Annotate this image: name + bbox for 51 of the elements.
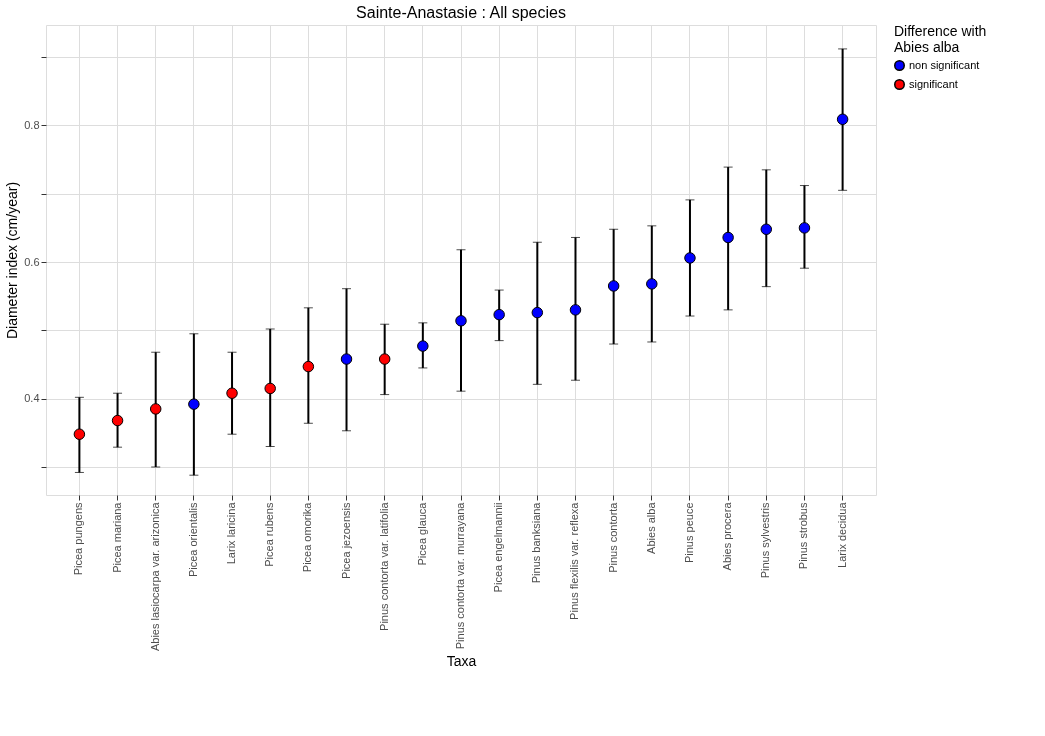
point	[340, 353, 353, 365]
x-tick-label: Picea orientalis	[186, 502, 199, 578]
x-tick-label: Picea engelmannii	[492, 502, 505, 593]
x-tick-label: Pinus peuce	[682, 502, 695, 564]
point	[417, 340, 429, 352]
x-axis-title: Taxa	[446, 653, 477, 670]
point	[264, 382, 276, 395]
chart-title: Sainte-Anastasie : All species	[356, 4, 566, 21]
point	[760, 223, 773, 235]
point	[836, 113, 849, 126]
point	[226, 387, 238, 399]
x-tick-label: Pinus contorta var. latifolia	[377, 501, 390, 631]
x-tick-label: Pinus sylvestris	[759, 502, 772, 579]
point	[73, 428, 86, 440]
point	[493, 308, 505, 321]
x-tick-label: Pinus banksiana	[530, 501, 543, 584]
x-tick-label: Pinus strobus	[797, 502, 810, 570]
x-tick-label: Pinus contorta	[606, 501, 619, 573]
y-axis-title: Diameter index (cm/year)	[4, 181, 21, 340]
x-tick-label: Abies lasiocarpa var. arizonica	[148, 501, 161, 652]
point	[188, 398, 200, 410]
x-tick-label: Abies alba	[644, 501, 657, 554]
point	[722, 231, 734, 244]
x-tick-label: Larix decidua	[835, 501, 848, 568]
x-tick-label: Pinus flexilis var. reflexa	[568, 501, 581, 620]
point	[378, 353, 391, 365]
x-tick-label: Abies procera	[721, 501, 734, 571]
legend-title: Difference with Abies alba	[894, 23, 987, 55]
point	[149, 403, 162, 415]
point	[798, 222, 811, 234]
y-tick-label: 0.6	[24, 255, 40, 268]
point	[569, 304, 582, 316]
x-tick-label: Picea mariana	[110, 501, 123, 573]
y-tick-label: 0.4	[24, 392, 40, 405]
x-tick-label: Picea omorika	[301, 501, 314, 573]
point	[684, 252, 696, 264]
y-tick-label: 0.8	[24, 118, 40, 131]
point	[302, 360, 315, 373]
x-tick-label: Picea glauca	[415, 501, 428, 566]
x-tick-label: Picea jezoensis	[339, 502, 352, 579]
point	[531, 306, 544, 319]
x-tick-label: Picea rubens	[263, 502, 276, 567]
point	[607, 280, 620, 292]
legend-label: significant	[909, 77, 958, 90]
x-tick-label: Picea pungens	[72, 502, 85, 576]
point	[455, 315, 467, 327]
x-tick-label: Pinus contorta var. murrayana	[454, 501, 466, 650]
point	[111, 414, 124, 427]
x-tick-label: Larix laricina	[225, 501, 238, 565]
legend-label: non significant	[909, 58, 980, 71]
point	[646, 278, 658, 290]
